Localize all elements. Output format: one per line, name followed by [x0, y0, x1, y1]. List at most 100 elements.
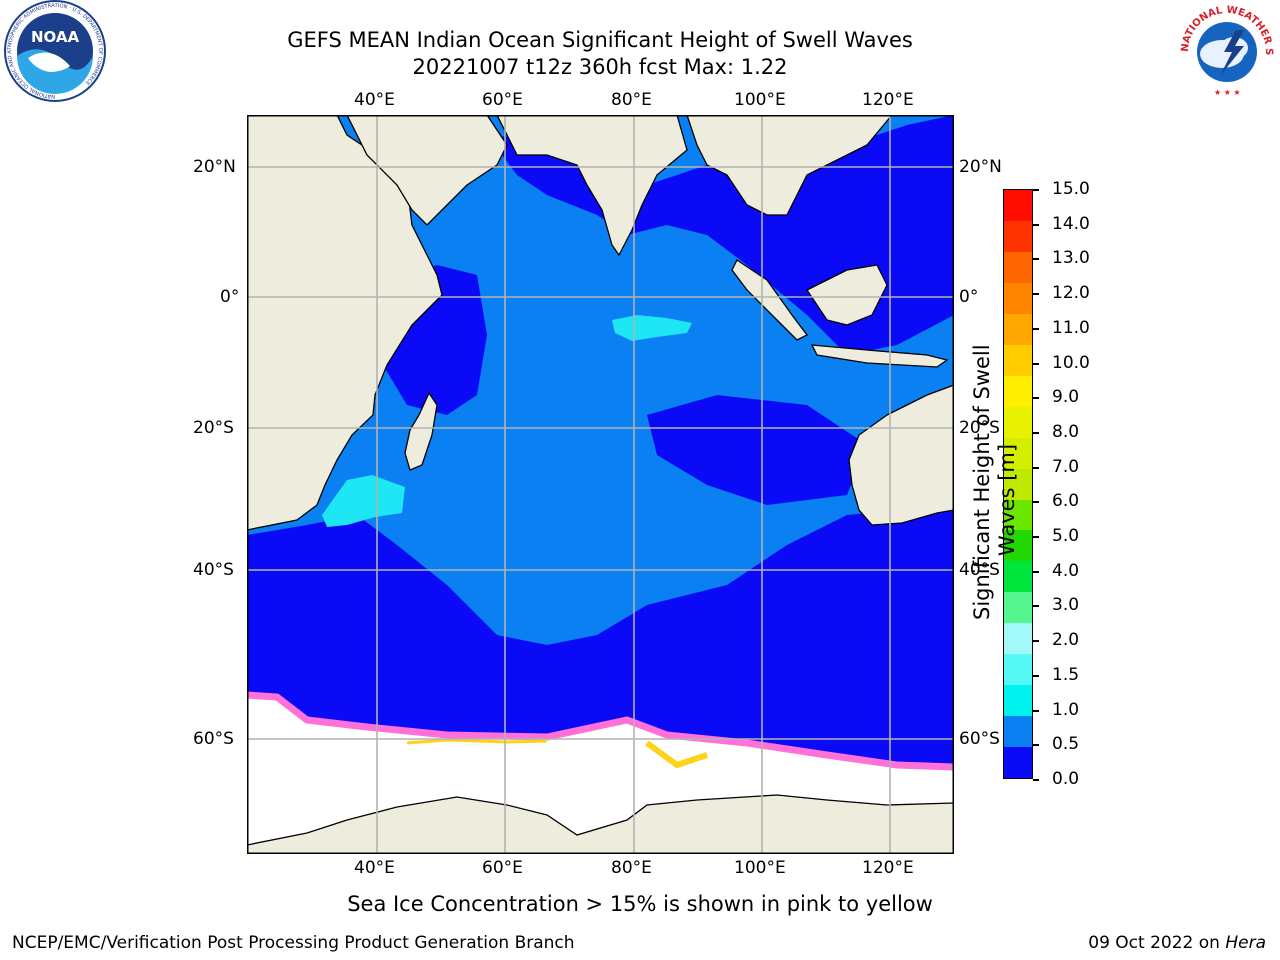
footer-host: Hera — [1225, 933, 1266, 953]
colorbar-tick-mark — [1033, 328, 1039, 330]
lat-label-right-20n: 20°N — [959, 157, 1002, 177]
colorbar — [1003, 189, 1033, 779]
lon-label-bottom-120e: 120°E — [862, 858, 914, 878]
swell-band-1.0-1.5-east — [612, 315, 692, 341]
colorbar-segment — [1004, 592, 1032, 624]
colorbar-tick-mark — [1033, 501, 1039, 503]
colorbar-segment — [1004, 375, 1032, 407]
lat-label-left-0: 0° — [220, 287, 240, 307]
lon-label-top-40e: 40°E — [354, 90, 395, 110]
colorbar-segment — [1004, 344, 1032, 376]
lat-label-right-60s: 60°S — [959, 729, 1000, 749]
colorbar-tick-label: 13.0 — [1052, 248, 1090, 268]
lat-label-left-40s: 40°S — [193, 560, 234, 580]
map-frame — [247, 115, 954, 854]
lon-label-bottom-100e: 100°E — [734, 858, 786, 878]
colorbar-tick-label: 0.5 — [1052, 734, 1080, 754]
colorbar-tick-label: 15.0 — [1052, 179, 1090, 199]
lat-label-right-40s: 40°S — [959, 560, 1000, 580]
colorbar-segment — [1004, 747, 1032, 779]
lat-label-left-20s: 20°S — [193, 418, 234, 438]
colorbar-tick-mark — [1033, 744, 1039, 746]
land-java — [810, 344, 949, 368]
colorbar-tick-mark — [1033, 640, 1039, 642]
lon-label-top-120e: 120°E — [862, 90, 914, 110]
colorbar-tick-label: 3.0 — [1052, 595, 1080, 615]
lat-label-right-0: 0° — [959, 287, 979, 307]
colorbar-tick-label: 10.0 — [1052, 353, 1090, 373]
colorbar-tick-mark — [1033, 397, 1039, 399]
colorbar-segment — [1004, 313, 1032, 345]
noaa-logo: NATIONAL OCEANIC AND ATMOSPHERIC ADMINIS… — [4, 0, 106, 102]
colorbar-tick-mark — [1033, 432, 1039, 434]
land-indochina — [686, 115, 893, 216]
colorbar-tick-label: 14.0 — [1052, 214, 1090, 234]
map-title: GEFS MEAN Indian Ocean Significant Heigh… — [287, 28, 913, 52]
colorbar-segment — [1004, 716, 1032, 748]
colorbar-tick-label: 11.0 — [1052, 318, 1090, 338]
lon-label-bottom-80e: 80°E — [611, 858, 652, 878]
land-antarctica — [247, 794, 954, 854]
svg-text:★ ★ ★: ★ ★ ★ — [1214, 88, 1241, 97]
lon-label-top-80e: 80°E — [611, 90, 652, 110]
colorbar-tick-label: 9.0 — [1052, 387, 1080, 407]
colorbar-tick-label: 4.0 — [1052, 561, 1080, 581]
colorbar-tick-mark — [1033, 363, 1039, 365]
colorbar-segment — [1004, 220, 1032, 252]
colorbar-tick-mark — [1033, 467, 1039, 469]
sea-ice-edge-yellow-2 — [645, 740, 708, 769]
colorbar-label: Significant Height of Swell Waves [m] — [970, 344, 1030, 620]
swell-band-central — [647, 395, 867, 505]
land-arabia — [346, 115, 508, 226]
colorbar-tick-mark — [1033, 675, 1039, 677]
colorbar-tick-label: 2.0 — [1052, 630, 1080, 650]
sea-ice-caption: Sea Ice Concentration > 15% is shown in … — [347, 892, 933, 916]
colorbar-tick-mark — [1033, 258, 1039, 260]
colorbar-tick-label: 8.0 — [1052, 422, 1080, 442]
colorbar-segment — [1004, 685, 1032, 717]
colorbar-tick-mark — [1033, 189, 1039, 191]
nws-logo: NATIONAL WEATHER SERVICE ★ ★ ★ — [1174, 0, 1275, 100]
colorbar-tick-mark — [1033, 710, 1039, 712]
land-borneo — [806, 264, 888, 326]
footer-date: 09 Oct 2022 on Hera — [1088, 933, 1266, 953]
colorbar-label-line2: Waves [m] — [995, 443, 1019, 557]
colorbar-tick-label: 6.0 — [1052, 491, 1080, 511]
lat-label-left-20n: 20°N — [193, 157, 236, 177]
land-australia — [848, 384, 954, 526]
colorbar-tick-label: 0.0 — [1052, 769, 1080, 789]
land-india — [496, 115, 688, 257]
colorbar-segment — [1004, 561, 1032, 593]
sea-ice-edge-yellow — [406, 738, 548, 745]
map-panel — [247, 115, 954, 854]
colorbar-segment — [1004, 406, 1032, 438]
colorbar-tick-label: 7.0 — [1052, 457, 1080, 477]
swell-band-1.0-1.5-west — [322, 475, 405, 527]
colorbar-tick-label: 1.5 — [1052, 665, 1080, 685]
colorbar-tick-mark — [1033, 571, 1039, 573]
graticule — [247, 115, 954, 854]
footer-branch: NCEP/EMC/Verification Post Processing Pr… — [12, 933, 575, 953]
land-sumatra — [731, 259, 808, 341]
footer-date-text: 09 Oct 2022 on — [1088, 933, 1220, 953]
lat-label-right-20s: 20°S — [959, 418, 1000, 438]
colorbar-tick-mark — [1033, 224, 1039, 226]
colorbar-tick-mark — [1033, 293, 1039, 295]
colorbar-tick-label: 5.0 — [1052, 526, 1080, 546]
map-subtitle: 20221007 t12z 360h fcst Max: 1.22 — [412, 55, 788, 79]
sea-ice-edge — [247, 691, 954, 771]
land-madagascar — [404, 391, 438, 471]
lon-label-bottom-40e: 40°E — [354, 858, 395, 878]
colorbar-segment — [1004, 623, 1032, 655]
colorbar-tick-label: 1.0 — [1052, 700, 1080, 720]
lon-label-top-100e: 100°E — [734, 90, 786, 110]
colorbar-segment — [1004, 499, 1032, 531]
colorbar-segment — [1004, 282, 1032, 314]
colorbar-label-line1: Significant Height of Swell — [970, 344, 994, 620]
colorbar-segment — [1004, 468, 1032, 500]
colorbar-tick-mark — [1033, 605, 1039, 607]
colorbar-ticks: 15.0 14.0 13.0 12.0 11.0 10.0 9.0 8.0 7.0 6.0 5.0 4… — [1033, 179, 1093, 789]
colorbar-segment — [1004, 530, 1032, 562]
noaa-text: NOAA — [31, 28, 80, 46]
lat-label-left-60s: 60°S — [193, 729, 234, 749]
